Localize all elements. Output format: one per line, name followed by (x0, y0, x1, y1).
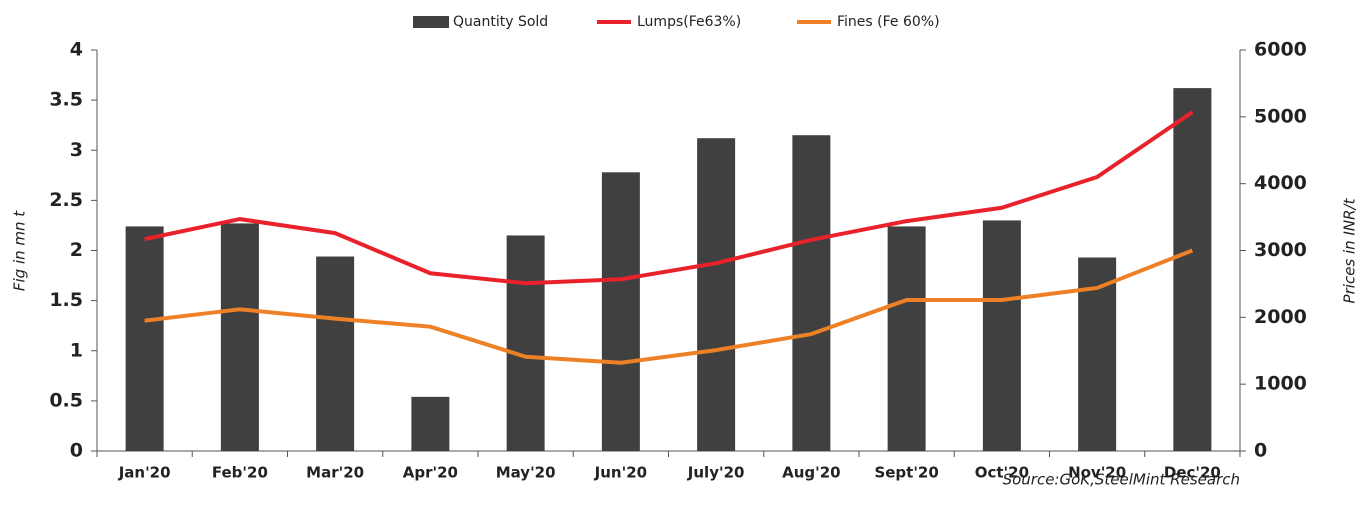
y-tick-label: 0.5 (49, 389, 83, 411)
y2-tick-label: 6000 (1254, 39, 1307, 61)
x-tick-label: Mar'20 (306, 464, 364, 482)
line (144, 248, 1194, 365)
x-tick-label: Nov'20 (1068, 464, 1126, 482)
x-tick-label: May'20 (496, 464, 556, 482)
x-tick-label: Aug'20 (782, 464, 841, 482)
x-tick-label: July'20 (687, 464, 745, 482)
bar (316, 256, 355, 451)
y-axis-label: Fig in mn t (11, 210, 29, 291)
x-tick-label: Apr'20 (403, 464, 458, 482)
source: Source:GoK,SteelMint Research (1003, 471, 1240, 489)
bar (887, 226, 926, 451)
x-tick-label: Dec'20 (1164, 464, 1221, 482)
y-tick-label: 1.5 (49, 289, 83, 311)
legend-label: Lumps(Fe63%) (637, 14, 741, 30)
legend-label: Fines (Fe 60%) (837, 14, 940, 30)
y-tick-label: 0 (70, 440, 83, 462)
x-tick-label: Jun'20 (594, 464, 647, 482)
bar (601, 172, 640, 451)
y2-tick-label: 2000 (1254, 306, 1307, 328)
bar (125, 226, 164, 451)
legend-label: Quantity Sold (453, 14, 548, 30)
y-tick-label: 3.5 (49, 89, 83, 111)
y-tick-label: 3 (70, 139, 83, 161)
y-tick-label: 2 (70, 239, 83, 261)
y2-tick-label: 4000 (1254, 172, 1307, 194)
y2-tick-label: 5000 (1254, 105, 1307, 127)
bar (506, 235, 545, 451)
bar (697, 138, 736, 451)
x-tick-label: Oct'20 (975, 464, 1029, 482)
line (144, 110, 1194, 286)
y2-tick-label: 3000 (1254, 239, 1307, 261)
bar (411, 396, 450, 451)
bar (982, 220, 1021, 451)
bar (792, 135, 831, 451)
legend-swatch (413, 16, 449, 28)
y-tick-label: 4 (70, 39, 83, 61)
bar (220, 223, 259, 451)
x-tick-label: Feb'20 (212, 464, 268, 482)
y2-tick-label: 1000 (1254, 373, 1307, 395)
y-tick-label: 1 (70, 339, 83, 361)
y2-tick-label: 0 (1254, 440, 1267, 462)
x-tick-label: Jan'20 (118, 464, 171, 482)
y2-axis-label: Prices in INR/t (1341, 197, 1359, 303)
y-tick-label: 2.5 (49, 189, 83, 211)
bar (1173, 88, 1212, 451)
x-tick-label: Sept'20 (874, 464, 938, 482)
